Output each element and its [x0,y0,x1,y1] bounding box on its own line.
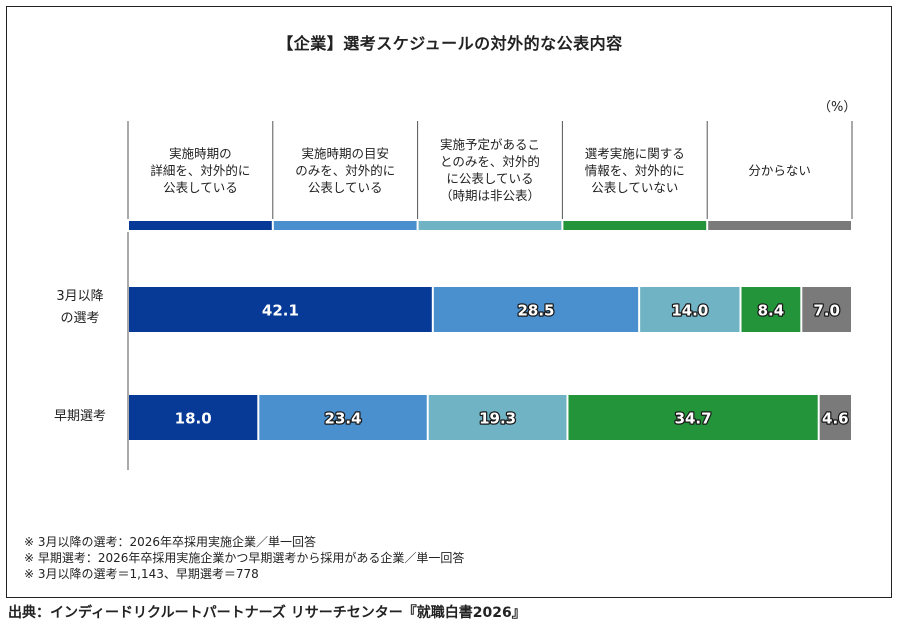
bar-segment-2-4 [568,395,818,440]
legend-swatch-4 [563,221,707,230]
source-credit: 出典：インディードリクルートパートナーズ リサーチセンター『就職白書2026』 [8,605,526,621]
unit-label: （%） [818,100,857,115]
bar-label-1-1: 42.1 [262,302,299,320]
bar-segment-1-5 [802,287,851,332]
note-3: ※ 3月以降の選考＝1,143、早期選考＝778 [24,567,259,581]
row-label-early: 早期選考 [53,409,106,424]
bar-label-1-5: 7.0 [813,302,840,320]
legend-swatch-3 [418,221,562,230]
bar-label-2-2: 23.4 [325,410,362,428]
bar-segment-1-1 [129,287,432,332]
bar-segment-1-3 [640,287,740,332]
bar-label-1-3: 14.0 [671,302,708,320]
legend-item-5: 分からない [748,162,811,178]
bar-label-2-3: 19.3 [479,410,516,428]
bar-label-2-4: 34.7 [675,410,712,428]
bar-label-2-5: 4.6 [822,410,849,428]
legend-swatch-5 [708,221,851,230]
chart-title: 【企業】選考スケジュールの対外的な公表内容 [277,34,623,53]
notes: ※ 3月以降の選考：2026年卒採用実施企業／単一回答 ※ 早期選考：2026年… [24,534,464,582]
bar-segment-2-5 [819,395,851,440]
note-2: ※ 早期選考：2026年卒採用実施企業かつ早期選考から採用がある企業／単一回答 [24,551,465,565]
bar-segment-1-4 [741,287,801,332]
bar-segment-2-1 [129,395,258,440]
legend-item-2: 実施時期の目安 のみを、対外的に 公表している [295,145,396,195]
legend-item-1: 実施時期の 詳細を、対外的に 公表している [150,145,251,195]
chart-frame [6,6,892,598]
bar-segment-2-3 [428,395,567,440]
bar-label-2-1: 18.0 [175,410,212,428]
bar-label-1-4: 8.4 [758,302,785,320]
legend-item-3: 実施予定があるこ とのみを、対外的 に公表している （時期は非公表） [439,137,540,203]
note-1: ※ 3月以降の選考：2026年卒採用実施企業／単一回答 [24,535,317,549]
bar-segment-2-2 [259,395,427,440]
row-label-march: 3月以降 の選考 [56,289,104,326]
bar-segment-1-2 [433,287,639,332]
legend-swatch-1 [129,221,272,230]
legend-swatch-2 [273,221,417,230]
legend-item-4: 選考実施に関する 情報を、対外的に 公表していない [584,145,685,195]
bar-label-1-2: 28.5 [517,302,554,320]
